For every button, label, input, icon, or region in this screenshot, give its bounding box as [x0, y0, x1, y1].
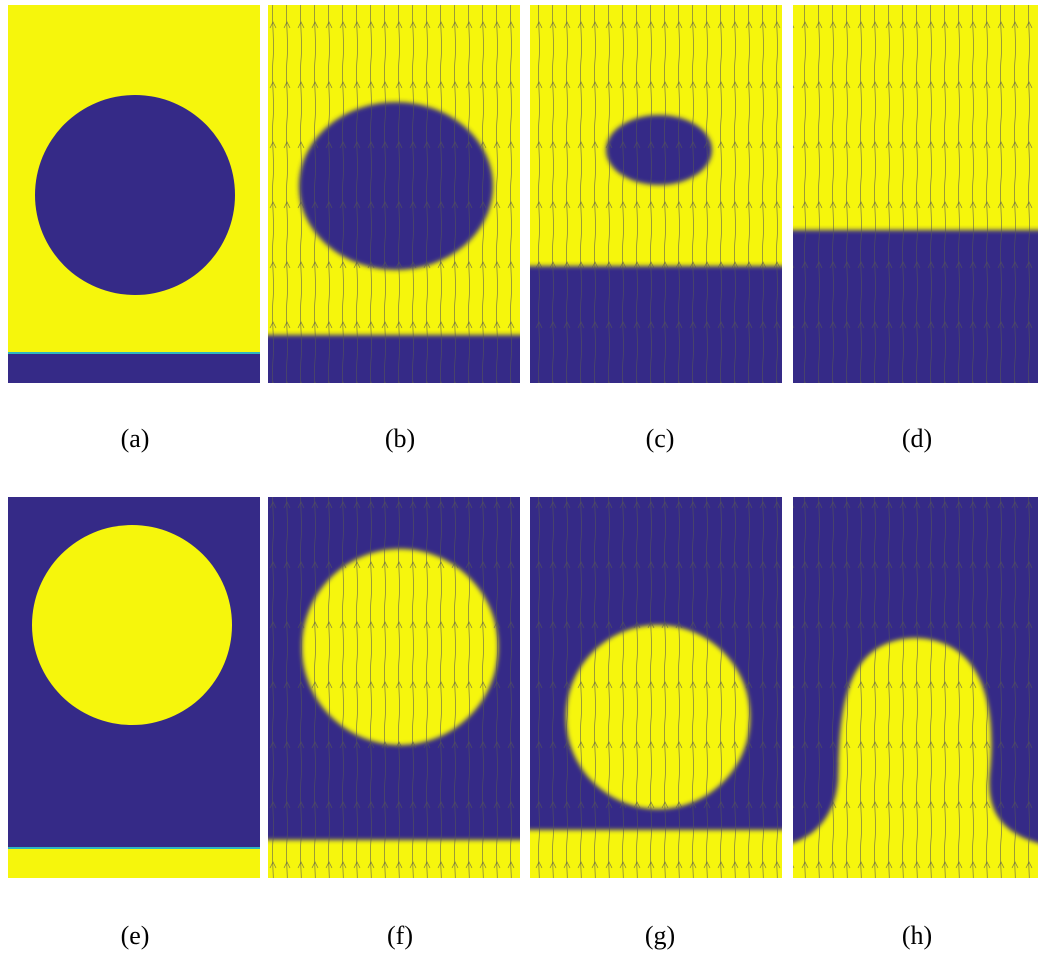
panel-d: [785, 5, 1038, 390]
panel-label: (g): [645, 921, 675, 950]
panel-label: (h): [902, 921, 932, 950]
panel-label: (d): [902, 424, 932, 453]
panel-label: (e): [121, 921, 150, 950]
panel-label: (a): [121, 424, 150, 453]
panel-label: (b): [385, 424, 415, 453]
panel-c: [520, 5, 790, 396]
panel-b: [260, 5, 530, 395]
panel-a: [8, 5, 260, 383]
figure: (a) (b) (c) (d) (e) (f) (g) (h): [0, 0, 1038, 956]
panel-f: [260, 497, 530, 890]
panel-label: (c): [646, 424, 675, 453]
panel-label: (f): [387, 921, 413, 950]
panel-g: [520, 497, 790, 890]
panel-e: [8, 497, 260, 878]
panel-h: [785, 497, 1038, 890]
